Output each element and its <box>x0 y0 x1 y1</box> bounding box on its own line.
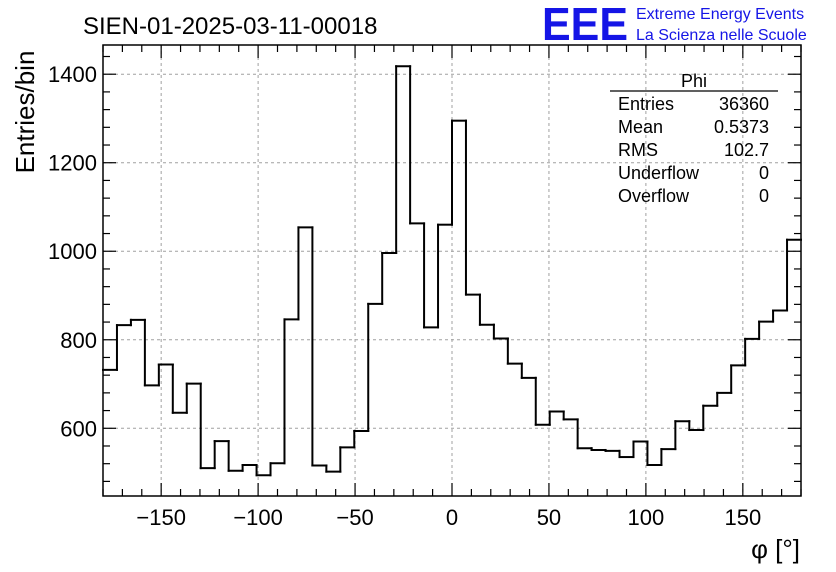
chart-title: SIEN-01-2025-03-11-00018 <box>83 13 377 40</box>
x-axis-label: φ [°] <box>751 534 800 564</box>
stats-value-entries: 36360 <box>719 94 769 114</box>
stats-value-overflow: 0 <box>759 186 769 206</box>
x-tick-label: 150 <box>724 505 761 530</box>
x-tick-label: −100 <box>233 505 283 530</box>
stats-value-rms: 102.7 <box>724 140 769 160</box>
y-tick-label: 600 <box>60 416 97 441</box>
stats-label-underflow: Underflow <box>618 163 700 183</box>
stats-value-mean: 0.5373 <box>714 117 769 137</box>
stats-label-overflow: Overflow <box>618 186 690 206</box>
y-tick-label: 1400 <box>48 62 97 87</box>
logo-line2: La Scienza nelle Scuole <box>636 27 807 44</box>
eee-logo: EEE Extreme Energy Events La Scienza nel… <box>542 0 807 50</box>
x-tick-label: 100 <box>628 505 665 530</box>
axes: −150 −100 −50 0 50 100 150 600 800 1000 1200 1400 <box>48 44 802 530</box>
x-tick-label: 0 <box>446 505 458 530</box>
stats-label-entries: Entries <box>618 94 674 114</box>
logo-mark: EEE <box>542 0 628 50</box>
y-tick-label: 1200 <box>48 151 97 176</box>
stats-value-underflow: 0 <box>759 163 769 183</box>
stats-label-mean: Mean <box>618 117 663 137</box>
x-tick-label: −150 <box>136 505 186 530</box>
logo-line1: Extreme Energy Events <box>636 6 804 23</box>
y-axis-label: Entries/bin <box>10 51 40 174</box>
stats-title: Phi <box>681 71 707 91</box>
x-tick-label: 50 <box>537 505 561 530</box>
y-tick-label: 1000 <box>48 239 97 264</box>
y-tick-label: 800 <box>60 328 97 353</box>
histogram-series <box>102 65 802 477</box>
stats-label-rms: RMS <box>618 140 658 160</box>
stats-box: Phi Entries 36360 Mean 0.5373 RMS 102.7 … <box>610 71 778 206</box>
x-tick-label: −50 <box>336 505 373 530</box>
